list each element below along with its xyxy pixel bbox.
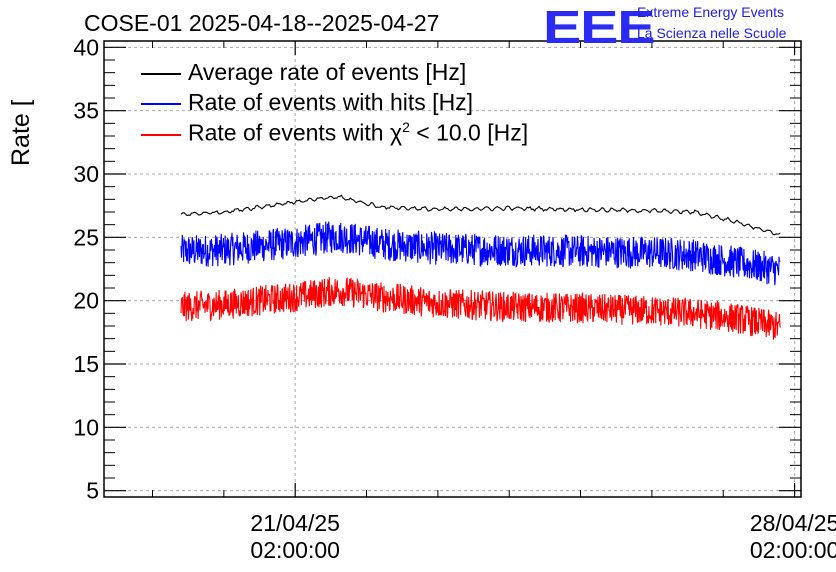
legend-line-chi2 [141,134,181,136]
series-line-chi2 [180,277,781,340]
logo-subtitle-1: Extreme Energy Events [637,4,785,20]
eee-logo: EEE [543,1,656,53]
legend-text-hits: Rate of events with hits [Hz] [188,89,474,115]
series-line-average [180,194,781,236]
x-tick-label-date: 21/04/25 [250,510,340,536]
y-tick-label: 10 [73,414,99,440]
y-tick-label: 15 [73,351,99,377]
legend-text-chi2-sup: 2 [402,119,410,135]
axis-ticks [104,41,801,497]
legend-text-average: Average rate of events [Hz] [188,59,467,85]
tick-labels: 51015202530354021/04/2502:00:0028/04/250… [73,34,836,563]
y-tick-label: 25 [73,224,99,250]
y-tick-label: 20 [73,288,99,314]
y-tick-label: 35 [73,98,99,124]
legend-text-chi2-suffix: < 10.0 [Hz] [409,119,529,146]
legend-label-chi2: Rate of events with χ2 < 10.0 [Hz] [188,119,528,147]
y-tick-label: 30 [73,161,99,187]
x-tick-label-date: 28/04/25 [750,510,836,536]
y-axis-label-text: Rate [Hz] [7,100,34,166]
plot-frame [103,40,802,498]
series-line-hits [180,221,781,286]
y-tick-label: 5 [86,478,99,504]
legend-label-average: Average rate of events [Hz] [188,59,466,86]
legend-line-hits [141,103,181,105]
legend-label-hits: Rate of events with hits [Hz] [188,89,473,116]
y-tick-label: 40 [73,34,99,60]
y-axis-label: Rate [Hz] [7,100,34,166]
x-tick-label-time: 02:00:00 [750,537,836,563]
legend-text-chi2-prefix: Rate of events with χ [188,119,403,146]
logo-subtitle-2: La Scienza nelle Scuole [637,25,787,41]
series-group [180,194,781,340]
chart-title: COSE-01 2025-04-18--2025-04-27 [84,10,440,36]
x-tick-label-time: 02:00:00 [250,537,340,563]
legend-line-average [141,73,181,75]
